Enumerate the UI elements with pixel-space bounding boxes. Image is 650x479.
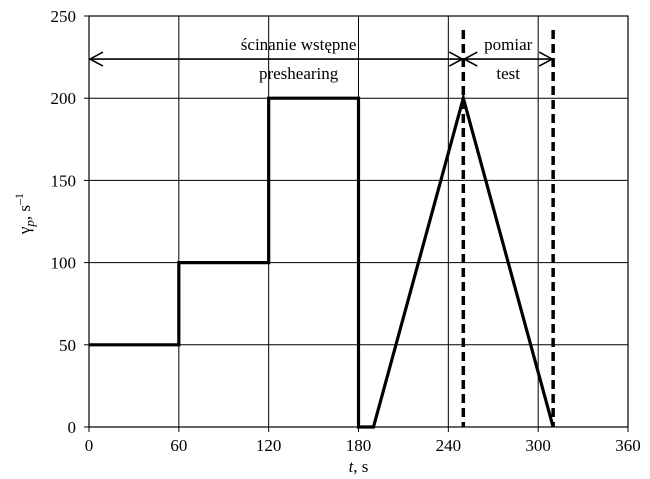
x-tick-label-3: 180 — [346, 436, 372, 455]
y-tick-label-5: 250 — [51, 7, 77, 26]
y-axis-label-sup: –1 — [12, 193, 26, 206]
span-arrowhead-left-1 — [462, 51, 478, 67]
x-tick-label-6: 360 — [615, 436, 641, 455]
x-axis-label-main: t — [349, 457, 355, 476]
span-arrowhead-left-0 — [88, 51, 104, 67]
y-tick-label-2: 100 — [51, 254, 77, 273]
span-arrowhead-right-1 — [538, 51, 554, 67]
span-arrowhead-right-0 — [448, 51, 464, 67]
span-label-line1-1: pomiar — [484, 35, 532, 54]
series — [89, 92, 555, 429]
vertical-markers — [461, 30, 555, 427]
annotation-spans: ścinanie wstępne preshearing pomiar test — [88, 35, 554, 83]
x-tick-label-0: 0 — [85, 436, 94, 455]
x-tick-label-5: 300 — [525, 436, 551, 455]
span-label-line2-1: test — [496, 64, 520, 83]
y-axis-label-unit: , s — [15, 205, 34, 220]
x-tick-label-1: 60 — [170, 436, 187, 455]
y-tick-label-3: 150 — [51, 171, 77, 190]
x-axis-label-unit: , s — [353, 457, 368, 476]
y-axis-label-sub: p — [22, 220, 37, 228]
x-tick-label-4: 240 — [436, 436, 462, 455]
x-axis-ticks: 0 60 120 180 240 300 360 — [85, 427, 641, 455]
span-label-line1-0: ścinanie wstępne — [241, 35, 357, 54]
y-tick-label-4: 200 — [51, 89, 77, 108]
y-tick-label-0: 0 — [68, 418, 77, 437]
series-line-0 — [89, 92, 555, 429]
y-axis-ticks: 0 50 100 150 200 250 — [51, 7, 89, 437]
y-axis-label-base: γ — [15, 226, 34, 235]
x-axis-label: t, s — [349, 457, 369, 476]
span-label-line2-0: preshearing — [259, 64, 339, 83]
y-axis-label: γp, s–1 — [12, 193, 37, 235]
x-tick-label-2: 120 — [256, 436, 282, 455]
y-tick-label-1: 50 — [59, 336, 76, 355]
